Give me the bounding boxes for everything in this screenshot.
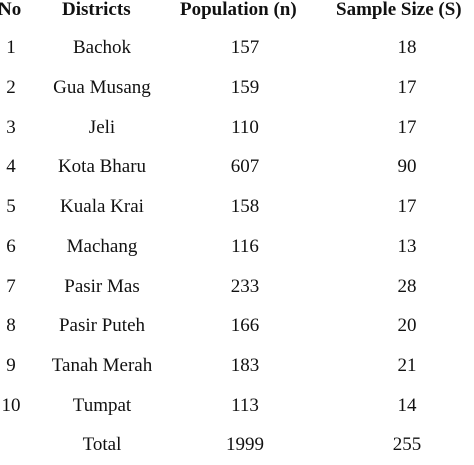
- row-population: 157: [230, 37, 260, 58]
- row-population: 158: [230, 196, 260, 217]
- table-row: 6 Machang 116 13: [0, 227, 474, 267]
- row-district: Tanah Merah: [51, 355, 153, 376]
- row-sample-size: 14: [397, 395, 417, 416]
- table-row: 2 Gua Musang 159 17: [0, 68, 474, 108]
- row-number: 4: [6, 156, 16, 177]
- table-total-row: Total 1999 255: [0, 425, 474, 465]
- row-district: Kuala Krai: [60, 196, 144, 217]
- row-sample-size: 17: [397, 196, 417, 217]
- row-district: Machang: [66, 236, 138, 257]
- row-sample-size: 90: [397, 156, 417, 177]
- table-row: 1 Bachok 157 18: [0, 28, 474, 68]
- header-sample-size: Sample Size (S): [336, 0, 462, 20]
- row-district: Kota Bharu: [57, 156, 147, 177]
- row-sample-size: 18: [397, 37, 417, 58]
- row-number: 6: [6, 236, 16, 257]
- total-population: 1999: [226, 434, 264, 455]
- row-district: Gua Musang: [53, 77, 151, 98]
- row-population: 110: [231, 117, 259, 138]
- row-number: 3: [6, 117, 16, 138]
- row-number: 8: [6, 315, 16, 336]
- header-population: Population (n): [180, 0, 297, 20]
- row-district: Bachok: [72, 37, 132, 58]
- row-district: Tumpat: [72, 395, 132, 416]
- row-population: 159: [230, 77, 260, 98]
- row-sample-size: 20: [397, 315, 417, 336]
- row-population: 166: [230, 315, 260, 336]
- table-header-row: No Districts Population (n) Sample Size …: [0, 0, 474, 30]
- table-row: 9 Tanah Merah 183 21: [0, 346, 474, 386]
- row-population: 183: [230, 355, 260, 376]
- row-sample-size: 13: [397, 236, 417, 257]
- row-population: 607: [230, 156, 260, 177]
- table-row: 5 Kuala Krai 158 17: [0, 187, 474, 227]
- header-districts: Districts: [62, 0, 131, 20]
- row-population: 233: [230, 276, 260, 297]
- table-row: 3 Jeli 110 17: [0, 108, 474, 148]
- row-number: 5: [6, 196, 16, 217]
- row-sample-size: 17: [397, 77, 417, 98]
- row-district: Jeli: [88, 117, 116, 138]
- row-district: Pasir Mas: [64, 276, 140, 297]
- header-no: No: [0, 0, 22, 20]
- row-number: 7: [6, 276, 16, 297]
- row-district: Pasir Puteh: [58, 315, 146, 336]
- table-row: 7 Pasir Mas 233 28: [0, 267, 474, 307]
- row-sample-size: 21: [397, 355, 417, 376]
- row-population: 116: [231, 236, 259, 257]
- total-sample-size: 255: [392, 434, 422, 455]
- row-number: 10: [1, 395, 21, 416]
- row-sample-size: 17: [397, 117, 417, 138]
- table-row: 10 Tumpat 113 14: [0, 386, 474, 426]
- row-number: 1: [6, 37, 16, 58]
- table-row: 8 Pasir Puteh 166 20: [0, 306, 474, 346]
- row-sample-size: 28: [397, 276, 417, 297]
- row-number: 9: [6, 355, 16, 376]
- total-label: Total: [82, 434, 122, 455]
- row-number: 2: [6, 77, 16, 98]
- table-row: 4 Kota Bharu 607 90: [0, 147, 474, 187]
- row-population: 113: [231, 395, 259, 416]
